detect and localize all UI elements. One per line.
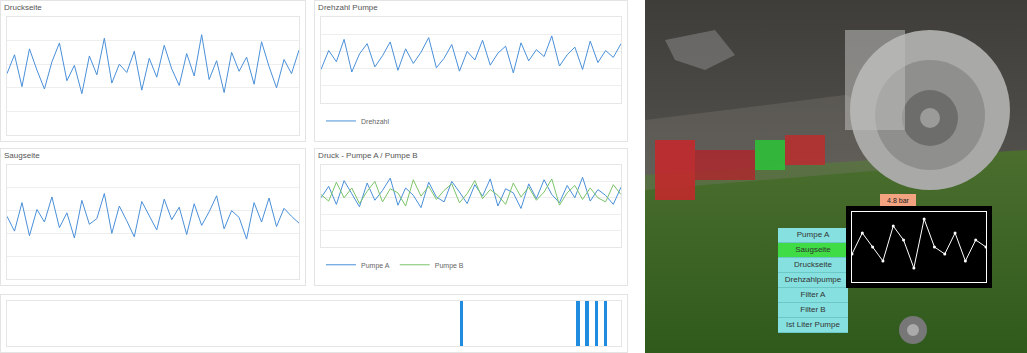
html-text:Filter A: Filter A — [800, 290, 826, 299]
html-text:Ist Liter Pumpe: Ist Liter Pumpe — [786, 320, 840, 329]
svg-text:Drehzahl: Drehzahl — [361, 118, 389, 125]
svg-text:Druckseite: Druckseite — [4, 3, 42, 12]
svg-text:Pumpe A: Pumpe A — [361, 262, 390, 270]
html-text:Druckseite: Druckseite — [794, 260, 832, 269]
html-text:Drehzahlpumpe: Drehzahlpumpe — [784, 275, 842, 284]
html-text:Filter B: Filter B — [800, 305, 826, 314]
svg-text:Pumpe B: Pumpe B — [435, 262, 464, 270]
svg-text:Saugseite: Saugseite — [4, 151, 40, 160]
html-text:4.8 bar: 4.8 bar — [887, 197, 909, 204]
html-text:Pumpe A: Pumpe A — [796, 230, 830, 239]
svg-text:Druck - Pumpe A / Pumpe B: Druck - Pumpe A / Pumpe B — [318, 151, 418, 160]
svg-text:Drehzahl Pumpe: Drehzahl Pumpe — [318, 3, 378, 12]
html-text:Saugseite: Saugseite — [795, 245, 831, 254]
